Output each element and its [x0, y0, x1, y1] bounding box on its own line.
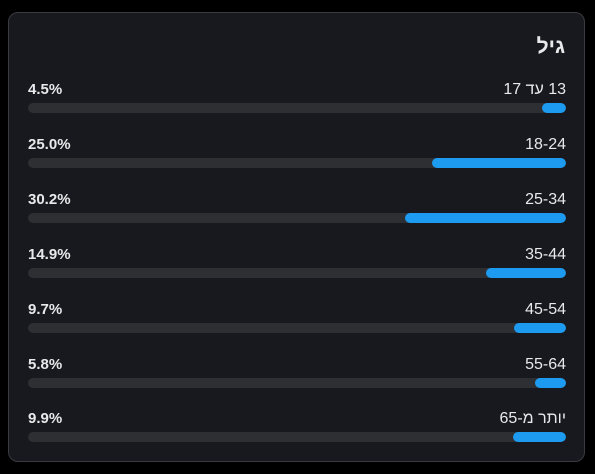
progress-track [28, 213, 566, 223]
progress-fill [541, 103, 566, 113]
age-percent-value: 30.2% [28, 191, 71, 208]
age-range-label: 45-54 [525, 301, 566, 318]
age-range-label: 35-44 [525, 246, 566, 263]
age-row-13-17: 13 עד 17 4.5% [28, 81, 566, 121]
progress-track [28, 103, 566, 113]
age-range-label: 55-64 [525, 356, 566, 373]
age-row-18-24: 18-24 25.0% [28, 136, 566, 176]
age-percent-value: 9.7% [28, 301, 63, 318]
age-percent-value: 5.8% [28, 356, 63, 373]
age-row-65-plus: יותר מ-65 9.9% [28, 410, 566, 450]
progress-track [28, 378, 566, 388]
age-row-25-34: 25-34 30.2% [28, 191, 566, 231]
progress-track [28, 323, 566, 333]
age-percent-value: 14.9% [28, 246, 71, 263]
age-range-label: 13 עד 17 [503, 81, 566, 98]
age-percent-value: 4.5% [28, 81, 63, 98]
age-demographics-card: גיל 13 עד 17 4.5% 18-24 25.0% 25-34 30.2… [8, 12, 585, 462]
progress-track [28, 268, 566, 278]
age-percent-value: 25.0% [28, 136, 71, 153]
age-range-label: 25-34 [525, 191, 566, 208]
progress-track [28, 432, 566, 442]
progress-fill [514, 323, 566, 333]
age-row-35-44: 35-44 14.9% [28, 246, 566, 286]
age-percent-value: 9.9% [28, 410, 63, 427]
progress-fill [404, 213, 566, 223]
age-row-55-64: 55-64 5.8% [28, 356, 566, 396]
progress-fill [486, 268, 566, 278]
progress-track [28, 158, 566, 168]
progress-fill [535, 378, 566, 388]
progress-fill [432, 158, 566, 168]
card-title: גיל [536, 35, 565, 58]
progress-fill [513, 432, 566, 442]
age-range-label: 18-24 [525, 136, 566, 153]
age-range-label: יותר מ-65 [499, 410, 566, 427]
age-row-45-54: 45-54 9.7% [28, 301, 566, 341]
